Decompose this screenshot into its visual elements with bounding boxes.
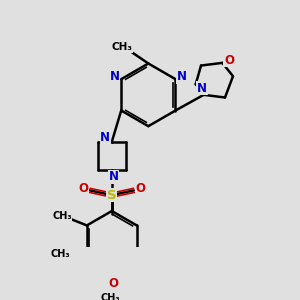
Text: N: N bbox=[110, 70, 120, 83]
Text: CH₃: CH₃ bbox=[51, 249, 70, 259]
Text: CH₃: CH₃ bbox=[100, 293, 120, 300]
Text: S: S bbox=[107, 189, 117, 202]
Text: CH₃: CH₃ bbox=[112, 42, 133, 52]
Text: N: N bbox=[100, 131, 110, 144]
Text: N: N bbox=[109, 170, 118, 183]
Text: CH₃: CH₃ bbox=[52, 211, 72, 220]
Text: N: N bbox=[177, 70, 187, 83]
Text: O: O bbox=[135, 182, 145, 195]
Text: O: O bbox=[224, 54, 234, 67]
Text: O: O bbox=[78, 182, 88, 195]
Text: N: N bbox=[197, 82, 207, 95]
Text: O: O bbox=[109, 277, 118, 290]
